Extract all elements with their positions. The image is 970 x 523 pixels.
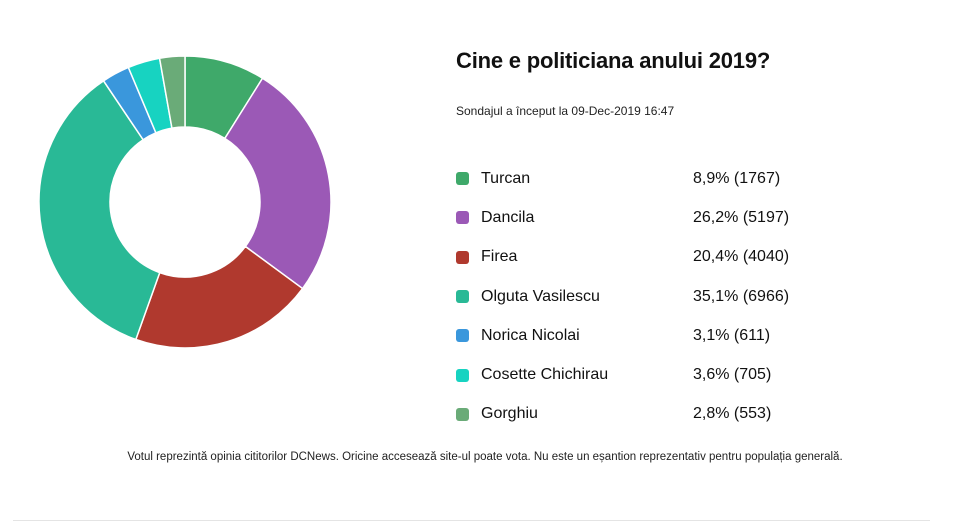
legend-item: Norica Nicolai 3,1% (611) xyxy=(456,316,796,355)
donut-slice-olguta-vasilescu[interactable] xyxy=(38,79,161,341)
legend-value: 3,6% (705) xyxy=(693,366,772,384)
legend-swatch xyxy=(456,407,469,421)
legend-item: Firea 20,4% (4040) xyxy=(456,238,796,277)
poll-title: Cine e politiciana anului 2019? xyxy=(456,48,771,73)
legend-label: Gorghiu xyxy=(481,405,538,423)
legend-swatch xyxy=(456,329,469,343)
legend-item: Gorghiu 2,8% (553) xyxy=(456,395,796,434)
donut-slice-dancila[interactable] xyxy=(223,77,332,290)
legend-value: 20,4% (4040) xyxy=(693,248,790,266)
legend-item: Cosette Chichirau 3,6% (705) xyxy=(456,355,796,394)
legend-label: Cosette Chichirau xyxy=(481,366,609,384)
legend: Turcan 8,9% (1767) Dancila 26,2% (5197) Fire… xyxy=(456,159,796,434)
disclaimer-note: Votul reprezintă opinia cititorilor DCNe… xyxy=(127,451,843,463)
legend-label: Turcan xyxy=(481,169,531,187)
donut-slice-firea[interactable] xyxy=(134,245,304,349)
legend-label: Firea xyxy=(481,248,518,266)
legend-swatch xyxy=(456,290,469,304)
donut-slice-gorghiu[interactable] xyxy=(158,55,186,130)
poll-start-date: Sondajul a început la 09-Dec-2019 16:47 xyxy=(456,104,675,118)
legend-value: 3,1% (611) xyxy=(693,326,771,344)
legend-value: 2,8% (553) xyxy=(693,405,772,423)
legend-label: Dancila xyxy=(481,208,535,226)
legend-value: 35,1% (6966) xyxy=(693,287,790,305)
legend-value: 26,2% (5197) xyxy=(693,208,790,226)
donut-chart xyxy=(38,55,332,349)
legend-swatch xyxy=(456,368,469,382)
legend-value: 8,9% (1767) xyxy=(693,169,781,187)
legend-swatch xyxy=(456,172,469,186)
legend-item: Olguta Vasilescu 35,1% (6966) xyxy=(456,277,796,316)
legend-label: Norica Nicolai xyxy=(481,326,580,344)
legend-item: Turcan 8,9% (1767) xyxy=(456,159,796,198)
legend-swatch xyxy=(456,250,469,264)
divider xyxy=(13,520,930,521)
legend-swatch xyxy=(456,211,469,225)
legend-label: Olguta Vasilescu xyxy=(481,287,600,305)
legend-item: Dancila 26,2% (5197) xyxy=(456,198,796,237)
